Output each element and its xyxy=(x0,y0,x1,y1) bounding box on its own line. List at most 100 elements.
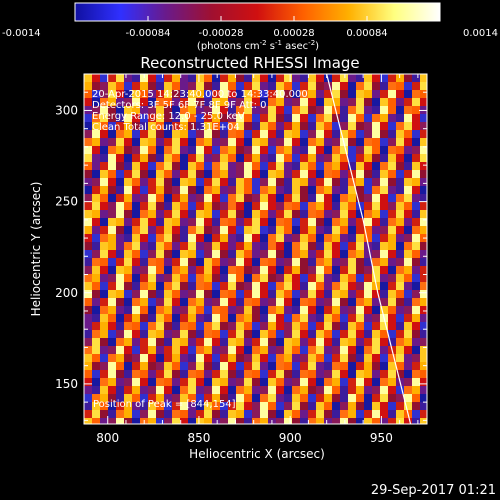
heatmap-cell xyxy=(108,394,116,402)
heatmap-cell xyxy=(196,282,204,290)
heatmap-cell xyxy=(244,338,252,346)
heatmap-cell xyxy=(196,162,204,170)
heatmap-cell xyxy=(348,74,356,82)
heatmap-cell xyxy=(172,234,180,242)
heatmap-cell xyxy=(260,210,268,218)
heatmap-cell xyxy=(236,410,244,418)
heatmap-cell xyxy=(92,202,100,210)
heatmap-cell xyxy=(228,202,236,210)
heatmap-cell xyxy=(292,370,300,378)
heatmap-cell xyxy=(156,274,164,282)
heatmap-cell xyxy=(380,122,388,130)
heatmap-cell xyxy=(148,354,156,362)
heatmap-cell xyxy=(396,114,404,122)
heatmap-cell xyxy=(316,138,324,146)
heatmap-cell xyxy=(236,74,244,82)
heatmap-cell xyxy=(108,186,116,194)
heatmap-cell xyxy=(180,306,188,314)
heatmap-cell xyxy=(188,362,196,370)
heatmap-cell xyxy=(188,282,196,290)
heatmap-cell xyxy=(108,90,116,98)
heatmap-cell xyxy=(412,210,420,218)
heatmap-cell xyxy=(156,74,164,82)
heatmap-cell xyxy=(340,178,348,186)
heatmap-cell xyxy=(268,266,276,274)
heatmap-cell xyxy=(252,114,260,122)
heatmap-cell xyxy=(372,274,380,282)
heatmap-cell xyxy=(204,202,212,210)
heatmap-cell xyxy=(196,178,204,186)
heatmap-cell xyxy=(92,154,100,162)
heatmap-cell xyxy=(188,354,196,362)
heatmap-cell xyxy=(252,210,260,218)
heatmap-cell xyxy=(116,314,124,322)
heatmap-cell xyxy=(420,410,427,418)
heatmap-cell xyxy=(380,90,388,98)
heatmap-cell xyxy=(180,330,188,338)
heatmap-cell xyxy=(308,194,316,202)
heatmap-cell xyxy=(212,338,220,346)
heatmap-cell xyxy=(308,154,316,162)
heatmap-cell xyxy=(284,154,292,162)
heatmap-cell xyxy=(260,290,268,298)
heatmap-cell xyxy=(124,322,132,330)
heatmap-cell xyxy=(260,194,268,202)
heatmap-cell xyxy=(388,218,396,226)
heatmap-cell xyxy=(196,402,204,410)
heatmap-cell xyxy=(332,282,340,290)
heatmap-cell xyxy=(180,74,188,82)
heatmap-cell xyxy=(276,74,284,82)
heatmap-cell xyxy=(324,346,332,354)
heatmap-cell xyxy=(316,282,324,290)
heatmap-cell xyxy=(92,386,100,394)
heatmap-cell xyxy=(188,234,196,242)
heatmap-cell xyxy=(252,90,260,98)
heatmap-cell xyxy=(356,274,364,282)
heatmap-cell xyxy=(332,386,340,394)
heatmap-cell xyxy=(300,362,308,370)
heatmap-cell xyxy=(100,122,108,130)
heatmap-cell xyxy=(236,138,244,146)
heatmap-cell xyxy=(212,170,220,178)
heatmap-cell xyxy=(204,330,212,338)
heatmap-cell xyxy=(388,154,396,162)
heatmap-cell xyxy=(92,338,100,346)
heatmap-cell xyxy=(388,170,396,178)
heatmap-cell xyxy=(204,242,212,250)
heatmap-cell xyxy=(276,202,284,210)
heatmap-cell xyxy=(124,290,132,298)
heatmap-cell xyxy=(284,106,292,114)
heatmap-cell xyxy=(268,170,276,178)
heatmap-cell xyxy=(332,274,340,282)
heatmap-cell xyxy=(124,122,132,130)
heatmap-cell xyxy=(316,354,324,362)
heatmap-cell xyxy=(300,162,308,170)
heatmap-cell xyxy=(84,218,92,226)
heatmap-cell xyxy=(292,154,300,162)
heatmap-cell xyxy=(140,210,148,218)
heatmap-cell xyxy=(340,354,348,362)
heatmap-cell xyxy=(92,258,100,266)
heatmap-cell xyxy=(116,130,124,138)
heatmap-cell xyxy=(332,378,340,386)
heatmap-cell xyxy=(124,258,132,266)
heatmap-cell xyxy=(92,218,100,226)
heatmap-cell xyxy=(196,74,204,82)
heatmap-cell xyxy=(324,226,332,234)
heatmap-cell xyxy=(364,226,372,234)
heatmap-cell xyxy=(140,194,148,202)
heatmap-cell xyxy=(292,146,300,154)
heatmap-cell xyxy=(236,394,244,402)
heatmap-cell xyxy=(388,242,396,250)
heatmap-cell xyxy=(356,322,364,330)
heatmap-cell xyxy=(308,402,316,410)
heatmap-cell xyxy=(308,90,316,98)
heatmap-cell xyxy=(364,122,372,130)
heatmap-cell xyxy=(300,418,308,424)
heatmap-cell xyxy=(316,122,324,130)
heatmap-cell xyxy=(244,346,252,354)
heatmap-cell xyxy=(332,138,340,146)
heatmap-cell xyxy=(164,186,172,194)
heatmap-cell xyxy=(220,290,228,298)
heatmap-cell xyxy=(324,186,332,194)
